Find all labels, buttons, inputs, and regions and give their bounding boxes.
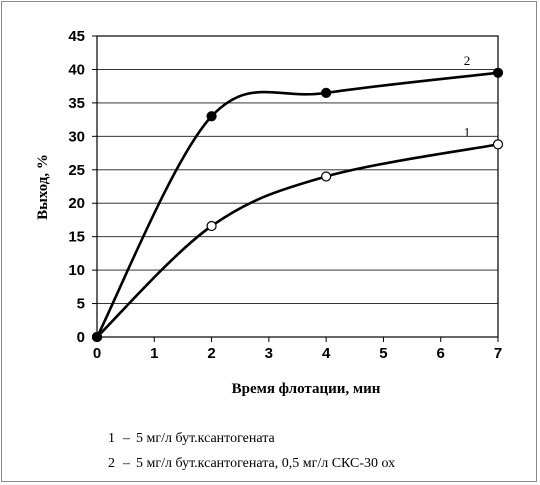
legend-dash-2: – xyxy=(122,456,131,471)
legend-entry-1: 1 – 5 мг/л бут.ксантогената xyxy=(108,431,276,446)
series-2-label: 2 xyxy=(464,53,471,68)
legend-text-1: 5 мг/л бут.ксантогената xyxy=(136,431,276,446)
plot-area xyxy=(96,35,499,338)
gridlines xyxy=(97,35,498,305)
x-axis-title: Время флотации, мин xyxy=(232,381,381,397)
series-2-point xyxy=(206,111,217,122)
y-axis-ticks: 0 5 10 15 20 25 30 35 40 45 xyxy=(68,28,97,346)
y-tick-label: 25 xyxy=(68,162,85,179)
y-tick-label: 45 xyxy=(68,28,85,45)
series-2-line xyxy=(95,71,499,338)
x-tick-label: 5 xyxy=(379,345,387,362)
y-tick-label: 5 xyxy=(77,296,85,313)
y-axis-title: Выход, % xyxy=(35,154,51,220)
legend-entry-2: 2 – 5 мг/л бут.ксантогената, 0,5 мг/л СК… xyxy=(108,456,395,471)
legend-number-2: 2 xyxy=(108,456,115,471)
series-curves xyxy=(95,71,499,338)
x-tick-label: 1 xyxy=(150,345,158,362)
x-tick-label: 6 xyxy=(437,345,445,362)
series-1-point xyxy=(206,220,217,232)
legend-number-1: 1 xyxy=(108,431,115,446)
series-labels: 12 xyxy=(464,53,471,140)
y-tick-label: 35 xyxy=(68,95,85,112)
y-tick-label: 30 xyxy=(68,128,85,145)
series-1-point xyxy=(492,139,504,150)
series-2-point xyxy=(91,331,103,343)
series-1-point xyxy=(321,171,332,182)
legend-dash-1: – xyxy=(122,431,131,446)
series-2-point xyxy=(321,87,332,98)
x-tick-label: 2 xyxy=(207,345,215,362)
series-1-line xyxy=(96,143,499,338)
x-tick-label: 3 xyxy=(265,345,273,362)
legend-text-2: 5 мг/л бут.ксантогената, 0,5 мг/л СКС-30… xyxy=(136,456,395,471)
y-tick-label: 10 xyxy=(68,262,85,279)
x-tick-label: 7 xyxy=(494,345,502,362)
y-tick-label: 0 xyxy=(77,329,85,346)
series-1-label: 1 xyxy=(464,124,471,139)
x-tick-label: 0 xyxy=(93,345,101,362)
x-tick-label: 4 xyxy=(322,345,331,362)
series-markers xyxy=(91,67,504,343)
x-axis-ticks: 0 1 2 3 4 5 6 7 xyxy=(93,337,502,362)
y-tick-label: 40 xyxy=(68,61,85,78)
y-tick-label: 15 xyxy=(68,229,85,246)
series-2-point xyxy=(492,67,504,78)
y-tick-label: 20 xyxy=(68,195,85,212)
legend: 1 – 5 мг/л бут.ксантогената 2 – 5 мг/л б… xyxy=(108,431,395,471)
